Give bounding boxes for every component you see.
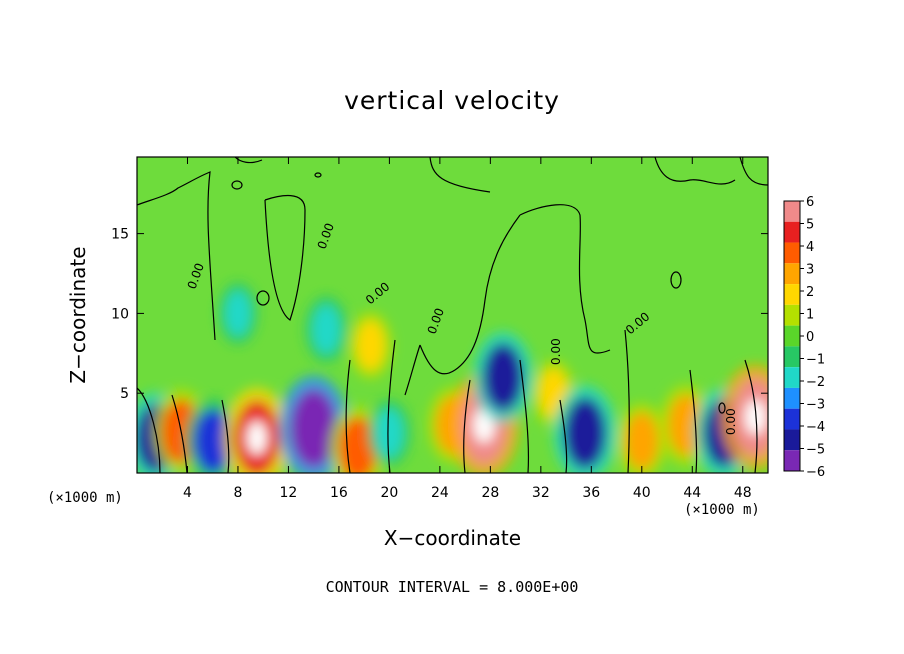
x-tick-label: 16	[330, 485, 348, 501]
colorbar-label: 2	[806, 285, 814, 300]
x-tick-label: 8	[233, 485, 242, 501]
velocity-cell	[375, 408, 404, 459]
contour-label: 0.00	[724, 408, 738, 435]
zero-contour-line	[689, 369, 698, 473]
x-tick-label: 4	[183, 485, 192, 501]
closed-contour	[670, 271, 682, 289]
colorbar-swatch	[784, 325, 800, 347]
zero-contour-line	[234, 157, 263, 164]
colorbar-swatch	[784, 346, 800, 368]
velocity-cell	[625, 412, 659, 470]
contour-interval-note: CONTOUR INTERVAL = 8.000E+00	[325, 578, 579, 596]
colorbar-swatch	[784, 242, 800, 264]
zero-contour-line	[429, 157, 491, 193]
colorbar-label: −2	[806, 375, 825, 390]
colorbar-label: −3	[806, 398, 825, 413]
x-tick-label: 36	[582, 485, 600, 501]
zero-contour-line	[519, 359, 530, 473]
zero-contour-line	[137, 387, 161, 473]
colorbar-label: −6	[806, 465, 825, 480]
zero-contour-line	[559, 399, 568, 473]
zero-contour-line	[171, 394, 188, 473]
y-tick-label: 10	[111, 306, 129, 322]
colorbar-swatch	[784, 201, 800, 222]
colorbar-swatch	[784, 387, 800, 409]
contour-label: 0.00	[549, 338, 563, 365]
closed-contour	[256, 290, 270, 306]
x-tick-label: 28	[481, 485, 499, 501]
closed-contour	[718, 402, 726, 414]
zero-contour-line	[404, 344, 421, 396]
velocity-cell	[483, 343, 523, 411]
zero-contour-line	[137, 171, 216, 341]
velocity-cell-core	[246, 421, 267, 455]
velocity-cell	[224, 290, 252, 337]
zero-contour-line	[744, 359, 758, 473]
colorbar-label: 1	[806, 308, 814, 323]
velocity-cell	[193, 409, 232, 473]
colorbar-swatch	[784, 450, 800, 471]
zero-contour-line	[739, 157, 768, 186]
colorbar-swatch	[784, 304, 800, 326]
colorbar-label: 6	[806, 195, 814, 210]
zero-contour-line	[264, 195, 306, 321]
colorbar-swatch	[784, 221, 800, 243]
x-tick-label: 40	[633, 485, 651, 501]
x-unit-right: (×1000 m)	[684, 502, 760, 518]
colorbar-swatch	[784, 429, 800, 451]
zero-contour-line	[519, 204, 611, 354]
x-unit-left: (×1000 m)	[47, 490, 123, 506]
x-tick-label: 44	[683, 485, 701, 501]
velocity-cell	[564, 397, 607, 469]
x-axis-label: X−coordinate	[383, 526, 522, 550]
velocity-cell-core	[303, 410, 325, 446]
y-tick-label: 5	[120, 386, 129, 402]
plot-frame	[136, 156, 769, 474]
colorbar-label: 5	[806, 218, 814, 233]
velocity-cell	[311, 304, 341, 355]
colorbar-swatch	[784, 284, 800, 305]
x-tick-label: 20	[380, 485, 398, 501]
velocity-cell	[356, 320, 385, 371]
colorbar-label: 3	[806, 263, 814, 278]
chart-title: vertical velocity	[344, 86, 560, 115]
x-tick-label: 32	[532, 485, 550, 501]
colorbar-swatch	[784, 263, 800, 285]
colorbar-swatch	[784, 367, 800, 388]
colorbar-label: 0	[806, 330, 814, 345]
colorbar-label: −4	[806, 420, 825, 435]
x-tick-label: 12	[280, 485, 298, 501]
zero-contour-line	[419, 214, 521, 375]
x-tick-label: 24	[431, 485, 449, 501]
closed-contour	[231, 180, 243, 190]
zero-contour-line	[345, 359, 351, 473]
y-tick-label: 15	[111, 227, 129, 243]
colorbar-swatch	[784, 408, 800, 430]
zero-contour-line	[654, 157, 736, 185]
colorbar-label: −5	[806, 443, 825, 458]
zero-contour-line	[221, 399, 230, 473]
closed-contour	[314, 172, 322, 178]
x-tick-label: 48	[734, 485, 752, 501]
zero-contour-line	[624, 329, 630, 473]
colorbar-label: 4	[806, 240, 814, 255]
zero-contour-line	[463, 379, 471, 473]
colorbar-label: −1	[806, 353, 825, 368]
zero-contour-line	[387, 339, 396, 473]
velocity-cell-core	[744, 399, 766, 435]
